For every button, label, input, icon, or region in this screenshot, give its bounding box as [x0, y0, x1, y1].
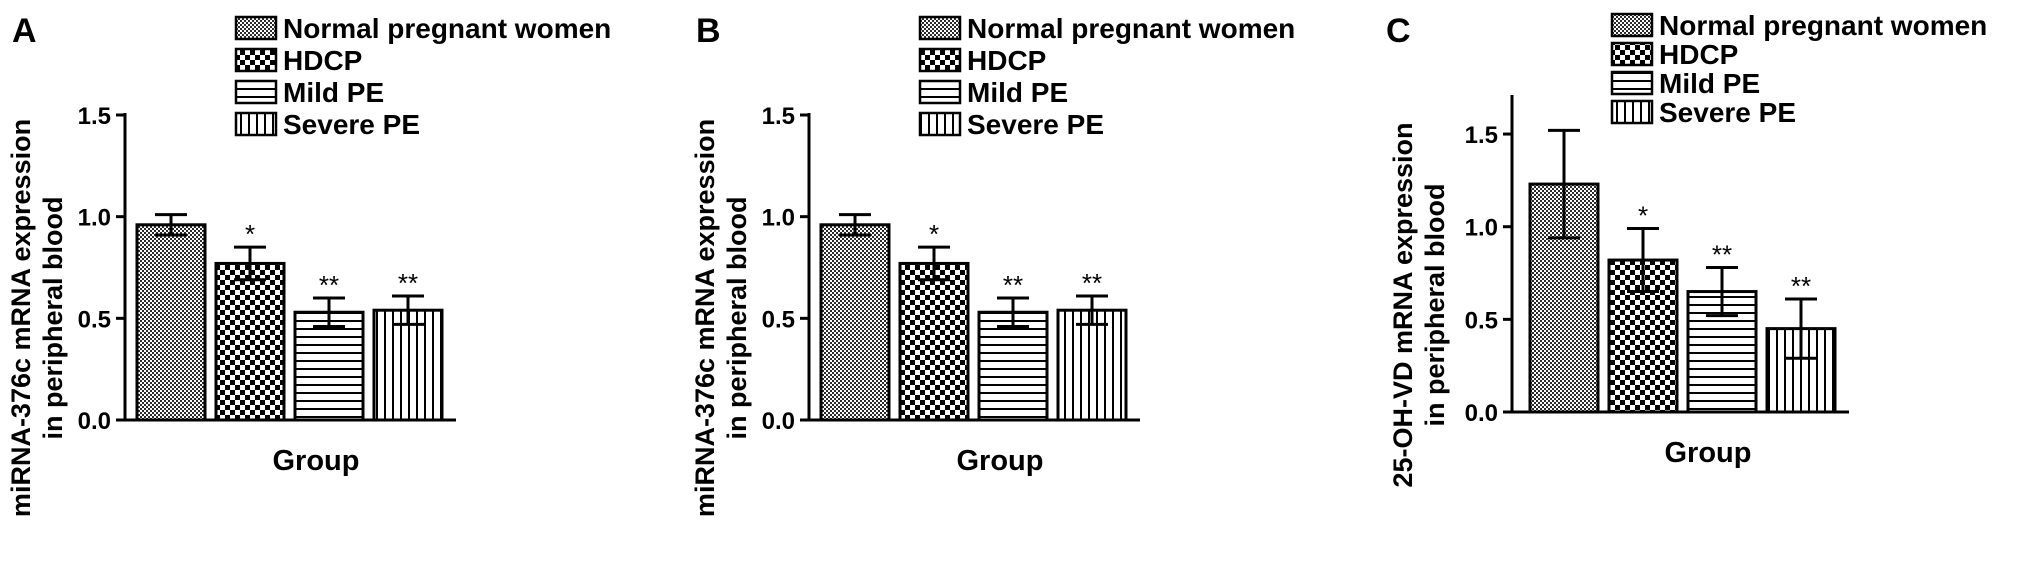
- bar-1: [819, 223, 891, 422]
- legend-swatch: [234, 47, 278, 73]
- legend-label: Mild PE: [283, 77, 384, 108]
- legend-swatch: [918, 15, 962, 41]
- legend-swatch: [918, 47, 962, 73]
- error-bar: [155, 213, 187, 237]
- x-axis-title: Group: [273, 445, 360, 477]
- error-bar: [1627, 227, 1659, 294]
- significance-mark: *: [245, 219, 255, 249]
- y-tick-label: 1.5: [78, 103, 111, 130]
- y-axis-title-line-2: in peripheral blood: [722, 196, 752, 439]
- legend-label: Mild PE: [967, 77, 1068, 108]
- legend-label: Normal pregnant women: [967, 13, 1295, 44]
- error-bar: [997, 296, 1029, 328]
- significance-mark: **: [1003, 270, 1023, 300]
- legend-label: Normal pregnant women: [1659, 10, 1987, 41]
- legend-swatch: [234, 79, 278, 105]
- plot-area: 0.00.51.01.5*****: [1465, 95, 1849, 427]
- significance-mark: **: [398, 268, 418, 298]
- legend-label: Severe PE: [283, 109, 420, 140]
- bar-4: [372, 308, 444, 422]
- y-axis-title-line-1: miRNA-376c mRNA expression: [6, 119, 36, 517]
- bar-2: [898, 261, 970, 422]
- legend-swatch: [234, 111, 278, 137]
- y-tick-label: 1.0: [762, 205, 795, 232]
- error-bar: [918, 245, 950, 282]
- y-tick-label: 0.5: [762, 306, 795, 333]
- bar-1: [135, 223, 207, 422]
- y-tick-label: 1.5: [762, 103, 795, 130]
- panel-letter: B: [696, 12, 721, 50]
- legend-swatch: [918, 111, 962, 137]
- y-axis-title-line-2: in peripheral blood: [1420, 183, 1450, 426]
- significance-mark: **: [1082, 268, 1102, 298]
- bar-3: [293, 310, 365, 422]
- error-bar: [839, 213, 871, 237]
- significance-mark: **: [319, 270, 339, 300]
- error-bar: [1548, 128, 1580, 240]
- legend-label: Severe PE: [1659, 97, 1796, 128]
- legend-label: HDCP: [1659, 39, 1738, 70]
- error-bar: [1706, 265, 1738, 318]
- error-bar: [392, 294, 424, 326]
- y-axis-title: 25-OH-VD mRNA expression in peripheral b…: [1388, 122, 1450, 487]
- panel-letter: C: [1386, 12, 1411, 50]
- legend-label: HDCP: [283, 45, 362, 76]
- panel-letter: A: [12, 12, 37, 50]
- legend-swatch: [918, 79, 962, 105]
- error-bar: [1076, 294, 1108, 326]
- y-tick-label: 1.5: [1465, 122, 1498, 149]
- y-tick-label: 1.0: [1465, 215, 1498, 242]
- significance-mark: *: [929, 219, 939, 249]
- y-tick-label: 0.5: [78, 306, 111, 333]
- bar-4: [1056, 308, 1128, 422]
- y-axis-title-line-1: 25-OH-VD mRNA expression: [1388, 122, 1418, 487]
- legend-label: Normal pregnant women: [283, 13, 611, 44]
- bar-2: [214, 261, 286, 422]
- legend-label: Mild PE: [1659, 68, 1760, 99]
- y-axis-title-line-2: in peripheral blood: [38, 196, 68, 439]
- significance-mark: *: [1638, 201, 1648, 231]
- legend-swatch: [234, 15, 278, 41]
- x-axis-title: Group: [957, 445, 1044, 477]
- y-tick-label: 1.0: [78, 205, 111, 232]
- legend-swatch: [1610, 70, 1654, 96]
- y-tick-label: 0.5: [1465, 307, 1498, 334]
- significance-mark: **: [1791, 271, 1811, 301]
- y-axis-title: miRNA-376c mRNA expression in peripheral…: [690, 119, 752, 517]
- y-axis-title: miRNA-376c mRNA expression in peripheral…: [6, 119, 68, 517]
- y-tick-label: 0.0: [762, 408, 795, 435]
- error-bar: [1785, 297, 1817, 360]
- bar-3: [977, 310, 1049, 422]
- y-tick-label: 0.0: [78, 408, 111, 435]
- legend-label: Severe PE: [967, 109, 1104, 140]
- significance-mark: **: [1712, 239, 1732, 269]
- y-tick-label: 0.0: [1465, 400, 1498, 427]
- x-axis-title: Group: [1665, 437, 1752, 469]
- plot-area: 0.00.51.01.5*****: [762, 103, 1140, 435]
- plot-area: 0.00.51.01.5*****: [78, 103, 456, 435]
- legend-label: HDCP: [967, 45, 1046, 76]
- bar-3: [1686, 290, 1758, 414]
- error-bar: [234, 245, 266, 282]
- legend-swatch: [1610, 12, 1654, 38]
- legend-swatch: [1610, 41, 1654, 67]
- legend-swatch: [1610, 99, 1654, 125]
- error-bar: [313, 296, 345, 328]
- y-axis-title-line-1: miRNA-376c mRNA expression: [690, 119, 720, 517]
